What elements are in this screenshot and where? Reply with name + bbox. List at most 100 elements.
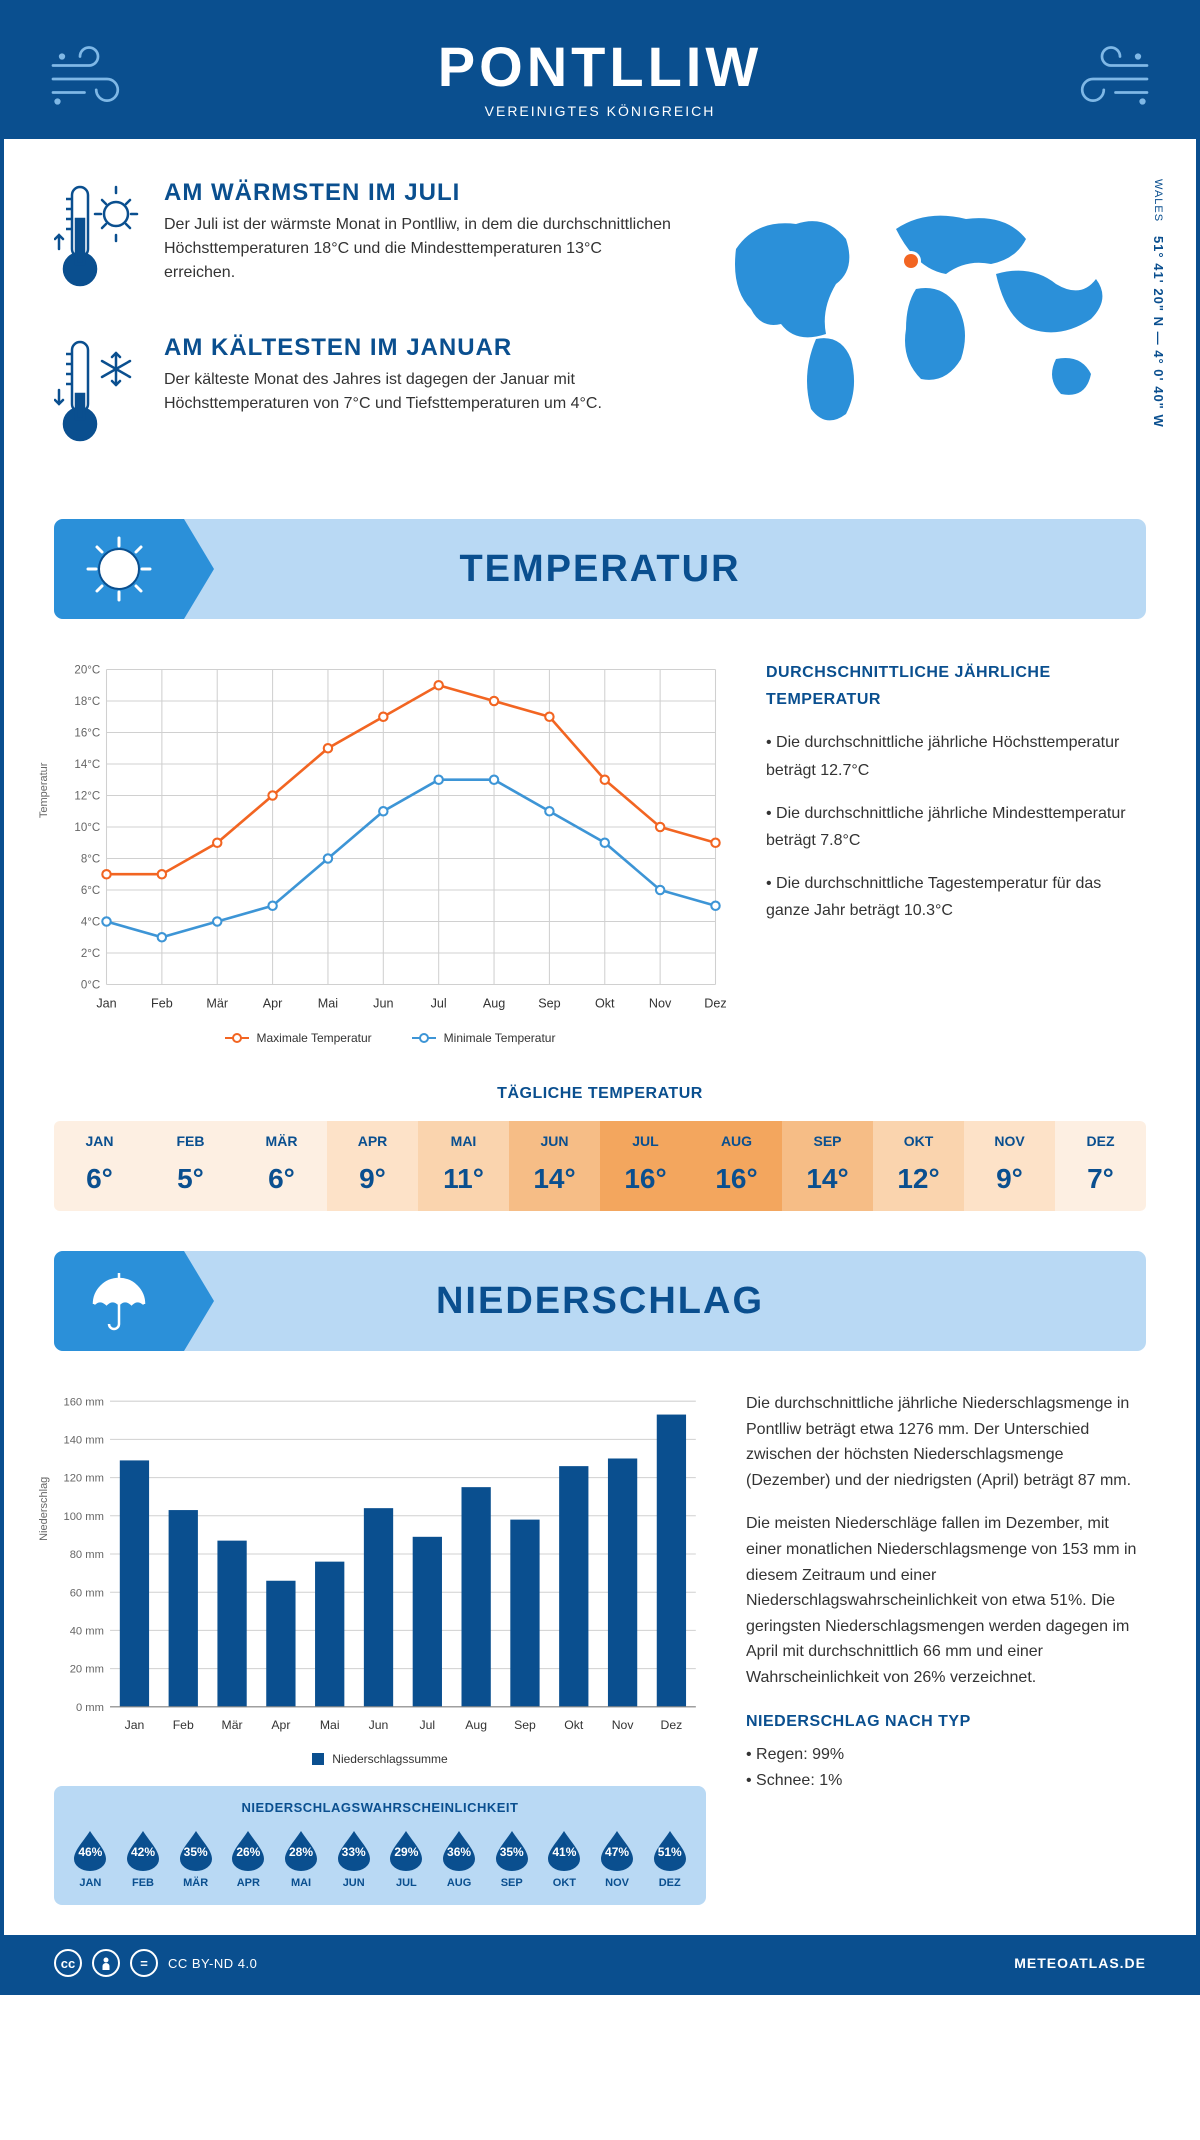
precip-legend-label: Niederschlagssumme (332, 1752, 447, 1766)
svg-text:Nov: Nov (649, 997, 672, 1011)
daily-temp-cell: SEP14° (782, 1121, 873, 1211)
svg-text:140 mm: 140 mm (63, 1434, 103, 1446)
coldest-title: AM KÄLTESTEN IM JANUAR (164, 334, 676, 362)
svg-text:Apr: Apr (263, 997, 283, 1011)
temp-info-heading: DURCHSCHNITTLICHE JÄHRLICHE TEMPERATUR (766, 659, 1146, 713)
precip-legend: Niederschlagssumme (54, 1752, 706, 1766)
daily-temp-cell: JUL16° (600, 1121, 691, 1211)
prob-cell: 47%NOV (593, 1827, 642, 1889)
coldest-block: AM KÄLTESTEN IM JANUAR Der kälteste Mona… (54, 334, 676, 459)
daily-temp-cell: MAI11° (418, 1121, 509, 1211)
daily-temp-cell: MÄR6° (236, 1121, 327, 1211)
svg-text:Dez: Dez (704, 997, 726, 1011)
svg-text:Feb: Feb (151, 997, 173, 1011)
prob-cell: 42%FEB (119, 1827, 168, 1889)
prob-cell: 35%MÄR (171, 1827, 220, 1889)
svg-text:60 mm: 60 mm (70, 1587, 104, 1599)
svg-text:Sep: Sep (538, 997, 560, 1011)
daily-temp-cell: APR9° (327, 1121, 418, 1211)
wind-icon (1066, 34, 1156, 124)
svg-text:Jun: Jun (373, 997, 393, 1011)
wind-icon (44, 34, 134, 124)
footer: cc = CC BY-ND 4.0 METEOATLAS.DE (4, 1935, 1196, 1991)
precip-banner: NIEDERSCHLAG (54, 1251, 1146, 1351)
world-map-icon (706, 179, 1146, 439)
prob-cell: 51%DEZ (645, 1827, 694, 1889)
prob-heading: NIEDERSCHLAGSWAHRSCHEINLICHKEIT (66, 1800, 694, 1815)
prob-cell: 46%JAN (66, 1827, 115, 1889)
legend-max: Maximale Temperatur (257, 1031, 372, 1045)
svg-text:Mär: Mär (206, 997, 228, 1011)
svg-text:Mär: Mär (222, 1718, 243, 1732)
region-label: WALES (1152, 179, 1164, 222)
svg-text:Aug: Aug (465, 1718, 487, 1732)
precip-p1: Die durchschnittliche jährliche Niedersc… (746, 1391, 1146, 1493)
svg-text:40 mm: 40 mm (70, 1625, 104, 1637)
thermometer-snow-icon (54, 334, 144, 459)
svg-text:Jan: Jan (96, 997, 116, 1011)
svg-text:Jul: Jul (420, 1718, 436, 1732)
legend-min: Minimale Temperatur (444, 1031, 556, 1045)
svg-text:20°C: 20°C (74, 665, 100, 677)
thermometer-sun-icon (54, 179, 144, 304)
section-title-temp: TEMPERATUR (459, 548, 740, 591)
precip-type-heading: NIEDERSCHLAG NACH TYP (746, 1709, 1146, 1735)
svg-text:Feb: Feb (173, 1718, 194, 1732)
warmest-title: AM WÄRMSTEN IM JULI (164, 179, 676, 207)
nd-icon: = (130, 1949, 158, 1977)
temp-info-p1: • Die durchschnittliche jährliche Höchst… (766, 729, 1146, 783)
svg-text:Apr: Apr (271, 1718, 290, 1732)
svg-text:2°C: 2°C (81, 948, 100, 960)
svg-text:160 mm: 160 mm (63, 1396, 103, 1408)
temp-chart-ylabel: Temperatur (38, 763, 50, 819)
temp-info-p3: • Die durchschnittliche Tagestemperatur … (766, 870, 1146, 924)
daily-temp-table: TÄGLICHE TEMPERATUR JAN6°FEB5°MÄR6°APR9°… (4, 1065, 1196, 1251)
probability-panel: NIEDERSCHLAGSWAHRSCHEINLICHKEIT 46%JAN42… (54, 1786, 706, 1905)
temp-legend: Maximale Temperatur Minimale Temperatur (54, 1031, 726, 1045)
license-block: cc = CC BY-ND 4.0 (54, 1949, 257, 1977)
svg-text:80 mm: 80 mm (70, 1549, 104, 1561)
section-title-precip: NIEDERSCHLAG (436, 1280, 764, 1323)
header: PONTLLIW VEREINIGTES KÖNIGREICH (4, 4, 1196, 139)
temp-info-p2: • Die durchschnittliche jährliche Mindes… (766, 800, 1146, 854)
worldmap-block: WALES 51° 41' 20" N — 4° 0' 40" W (706, 179, 1146, 489)
precip-type1: • Regen: 99% (746, 1742, 1146, 1768)
license-text: CC BY-ND 4.0 (168, 1956, 257, 1971)
prob-cell: 35%SEP (487, 1827, 536, 1889)
svg-text:18°C: 18°C (74, 696, 100, 708)
svg-text:0°C: 0°C (81, 980, 100, 992)
daily-temp-cell: AUG16° (691, 1121, 782, 1211)
umbrella-icon (54, 1251, 184, 1351)
temperature-line-chart: Temperatur 0°C2°C4°C6°C8°C10°C12°C14°C16… (54, 659, 726, 1045)
coordinates: 51° 41' 20" N — 4° 0' 40" W (1151, 236, 1166, 428)
svg-text:8°C: 8°C (81, 854, 100, 866)
warmest-text: Der Juli ist der wärmste Monat in Pontll… (164, 213, 676, 285)
prob-cell: 33%JUN (329, 1827, 378, 1889)
prob-cell: 36%AUG (435, 1827, 484, 1889)
page-title: PONTLLIW (24, 34, 1176, 99)
svg-text:Aug: Aug (483, 997, 505, 1011)
svg-text:Jun: Jun (369, 1718, 389, 1732)
svg-text:Okt: Okt (564, 1718, 584, 1732)
svg-text:100 mm: 100 mm (63, 1511, 103, 1523)
coldest-text: Der kälteste Monat des Jahres ist dagege… (164, 368, 676, 416)
daily-temp-cell: OKT12° (873, 1121, 964, 1211)
temperature-banner: TEMPERATUR (54, 519, 1146, 619)
svg-text:4°C: 4°C (81, 917, 100, 929)
svg-text:Mai: Mai (320, 1718, 340, 1732)
warmest-block: AM WÄRMSTEN IM JULI Der Juli ist der wär… (54, 179, 676, 304)
svg-text:16°C: 16°C (74, 728, 100, 740)
intro-section: AM WÄRMSTEN IM JULI Der Juli ist der wär… (4, 139, 1196, 519)
svg-text:12°C: 12°C (74, 791, 100, 803)
svg-text:Okt: Okt (595, 997, 615, 1011)
cc-icon: cc (54, 1949, 82, 1977)
sun-icon (54, 519, 184, 619)
by-icon (92, 1949, 120, 1977)
brand: METEOATLAS.DE (1014, 1955, 1146, 1971)
prob-cell: 41%OKT (540, 1827, 589, 1889)
precip-type2: • Schnee: 1% (746, 1768, 1146, 1794)
temp-info: DURCHSCHNITTLICHE JÄHRLICHE TEMPERATUR •… (766, 659, 1146, 1045)
daily-temp-cell: JAN6° (54, 1121, 145, 1211)
precip-p2: Die meisten Niederschläge fallen im Deze… (746, 1511, 1146, 1690)
svg-text:Jan: Jan (125, 1718, 145, 1732)
